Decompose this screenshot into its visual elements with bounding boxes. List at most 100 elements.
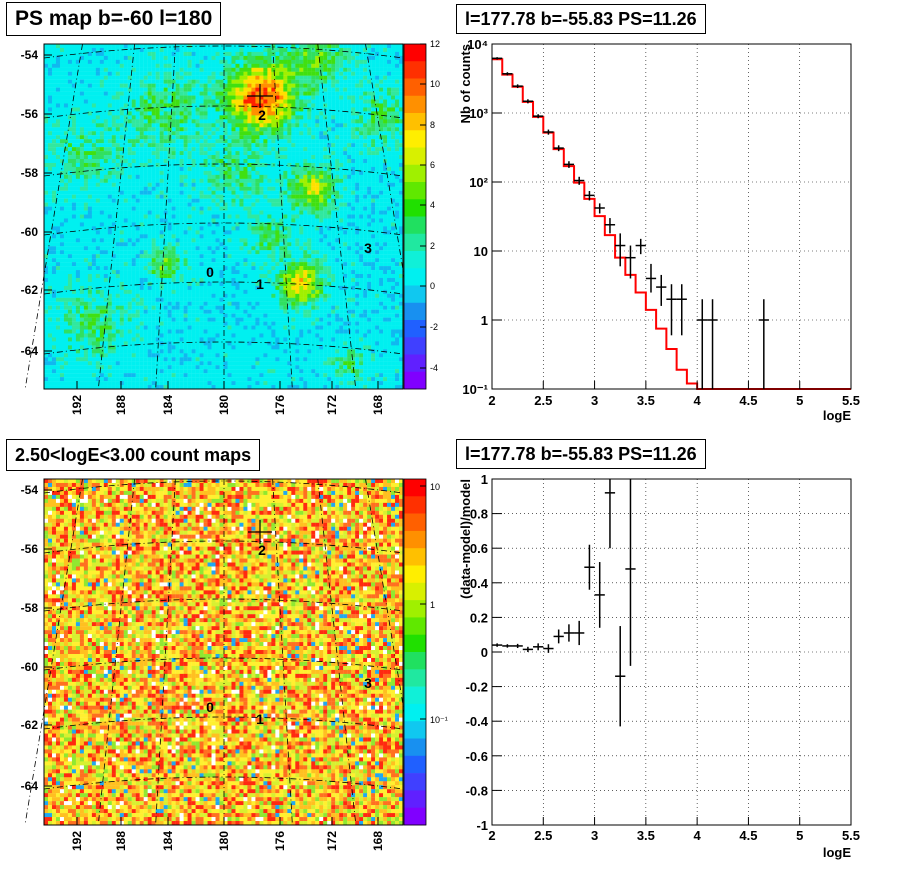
colorbar-band [404, 95, 426, 114]
map-y-tick-label: -64 [21, 344, 39, 358]
source-marker-label: 1 [256, 711, 264, 727]
spectrum-x-tick-label: 3.5 [637, 393, 655, 408]
colorbar-band [404, 548, 426, 566]
map-y-tick-label: -54 [21, 48, 39, 62]
colorbar-band [404, 147, 426, 166]
spectrum-y-tick-label: 10³ [469, 106, 488, 121]
colorbar-band [404, 78, 426, 97]
latitude-line [43, 480, 404, 494]
colorbar-band [404, 216, 426, 235]
colorbar-band [404, 285, 426, 304]
residual-y-axis-label: (data-model)/model [458, 479, 473, 599]
latitude-line [43, 222, 404, 236]
colorbar-tick-label: 6 [430, 160, 435, 170]
colorbar-band [404, 530, 426, 549]
colorbar-tick-label: 2 [430, 241, 435, 251]
residual-ticks: 2 2.5 3 3.5 4 4.5 5 5.5 -1 -0.8 -0.6 -0.4 -0.2 0 0.2 0.… [466, 472, 860, 843]
residual-y-tick-label: 0.2 [470, 610, 488, 625]
colorbar-band [404, 582, 426, 601]
spectrum-grid [491, 43, 852, 390]
residual-x-tick-label: 2.5 [534, 828, 552, 843]
residual-x-tick-label: 2 [488, 828, 495, 843]
map-x-tick-label: 176 [273, 395, 287, 415]
colorbar-band [404, 164, 426, 183]
colorbar-band [404, 773, 426, 791]
source-marker-label: 3 [364, 240, 372, 256]
source-marker-label: 2 [258, 542, 266, 558]
colorbar-tick-label: -2 [430, 322, 438, 332]
colorbar-band [404, 669, 426, 687]
latitude-line [43, 341, 404, 355]
colorbar-band [404, 738, 426, 757]
colorbar-band [404, 807, 426, 826]
map-x-tick-label: 176 [273, 831, 287, 851]
colorbar-band [404, 302, 426, 321]
residual-x-tick-label: 4.5 [739, 828, 757, 843]
map-y-tick-label: -56 [21, 107, 39, 121]
residual-y-tick-label: -0.2 [466, 680, 488, 695]
colorbar-band [404, 130, 426, 148]
colorbar-band [404, 600, 426, 618]
colorbar-band [404, 755, 426, 774]
longitude-line [97, 478, 135, 825]
colorbar-band [404, 721, 426, 739]
longitude-line [24, 43, 83, 390]
residual-y-tick-label: -0.6 [466, 749, 488, 764]
colorbar-band [404, 337, 426, 355]
spectrum-ticks: 2 2.5 3 3.5 4 4.5 5 5.5 10⁻¹ 1 10 10² 10³ 10⁴ [462, 37, 860, 408]
residual-x-tick-label: 3 [591, 828, 598, 843]
map-y-tick-label: -54 [21, 483, 39, 497]
colorbar-band [404, 496, 426, 514]
colorbar-tick-label: 12 [430, 39, 440, 49]
spectrum-y-tick-label: 10⁴ [467, 37, 488, 52]
source-marker-label: 2 [258, 107, 266, 123]
colorbar-band [404, 354, 426, 373]
count-map-source-markers: 0 1 2 3 [206, 542, 372, 727]
colorbar-band [404, 652, 426, 670]
map-x-tick-label: 192 [70, 831, 84, 851]
spectrum-x-tick-label: 4 [694, 393, 702, 408]
map-y-tick-label: -64 [21, 779, 39, 793]
map-y-tick-label: -62 [21, 283, 39, 297]
longitude-line [317, 478, 357, 825]
map-x-tick-label: 188 [114, 831, 128, 851]
latitude-line [43, 657, 404, 671]
colorbar-band [404, 479, 426, 497]
spectrum-title: l=177.78 b=-55.83 PS=11.26 [456, 4, 706, 34]
colorbar-tick-label: 10⁻¹ [430, 715, 448, 725]
map-x-tick-label: 192 [70, 395, 84, 415]
longitude-line [155, 478, 176, 825]
residual-y-tick-label: 0.6 [470, 541, 488, 556]
map-y-tick-label: -56 [21, 542, 39, 556]
map-x-tick-label: 168 [371, 395, 385, 415]
longitude-line [97, 43, 135, 390]
longitude-line [24, 478, 83, 825]
source-marker-label: 0 [206, 264, 214, 280]
count-map-title: 2.50<logE<3.00 count maps [6, 439, 261, 471]
colorbar-band [404, 251, 426, 269]
colorbar-band [404, 634, 426, 653]
residual-y-tick-label: -0.4 [466, 714, 489, 729]
spectrum-data-points [492, 57, 769, 389]
latitude-line [43, 105, 404, 119]
longitude-line [272, 478, 293, 825]
residual-x-tick-label: 5 [796, 828, 803, 843]
residual-frame [491, 478, 852, 826]
map-y-tick-label: -58 [21, 166, 39, 180]
count-map-heatmap [44, 479, 404, 826]
residual-data-points [492, 479, 636, 727]
ps-map-panel: -54-56-58-60-62-64 192 188 184 180 176 172 168… [21, 39, 440, 415]
spectrum-panel: 2 2.5 3 3.5 4 4.5 5 5.5 10⁻¹ 1 10 10² 10³ 10⁴ logE Nb… [458, 37, 860, 423]
map-y-tick-label: -60 [21, 660, 39, 674]
colorbar-band [404, 371, 426, 390]
longitude-line [317, 43, 357, 390]
source-marker-label: 3 [364, 675, 372, 691]
residual-y-tick-label: -1 [476, 818, 488, 833]
residual-y-tick-label: -0.8 [466, 783, 488, 798]
latitude-line [43, 281, 404, 295]
spectrum-y-tick-label: 10² [469, 175, 488, 190]
colorbar-band [404, 565, 426, 584]
map-y-tick-label: -62 [21, 718, 39, 732]
colorbar-band [404, 44, 426, 62]
latitude-line [43, 776, 404, 790]
